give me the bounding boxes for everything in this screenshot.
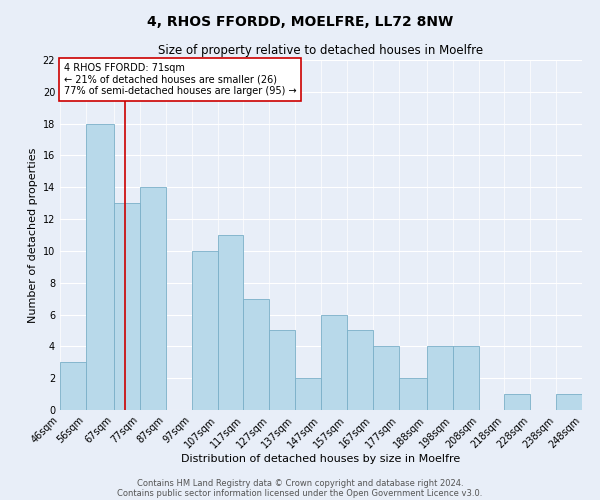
Bar (453, 346, 479, 410)
X-axis label: Distribution of detached houses by size in Moelfre: Distribution of detached houses by size … (181, 454, 461, 464)
Bar (269, 330, 295, 410)
Bar (114, 203, 140, 410)
Bar (218, 235, 244, 410)
Bar (427, 346, 453, 410)
Text: 4, RHOS FFORDD, MOELFRE, LL72 8NW: 4, RHOS FFORDD, MOELFRE, LL72 8NW (147, 15, 453, 29)
Bar (60, 362, 86, 410)
Bar (556, 394, 582, 410)
Text: Contains public sector information licensed under the Open Government Licence v3: Contains public sector information licen… (118, 488, 482, 498)
Bar (192, 251, 218, 410)
Bar (321, 314, 347, 410)
Bar (244, 298, 269, 410)
Text: Contains HM Land Registry data © Crown copyright and database right 2024.: Contains HM Land Registry data © Crown c… (137, 478, 463, 488)
Bar (140, 188, 166, 410)
Bar (295, 378, 321, 410)
Text: 4 RHOS FFORDD: 71sqm
← 21% of detached houses are smaller (26)
77% of semi-detac: 4 RHOS FFORDD: 71sqm ← 21% of detached h… (64, 63, 296, 96)
Title: Size of property relative to detached houses in Moelfre: Size of property relative to detached ho… (158, 44, 484, 58)
Y-axis label: Number of detached properties: Number of detached properties (28, 148, 38, 322)
Bar (347, 330, 373, 410)
Bar (86, 124, 114, 410)
Bar (398, 378, 427, 410)
Bar (505, 394, 530, 410)
Bar (373, 346, 398, 410)
